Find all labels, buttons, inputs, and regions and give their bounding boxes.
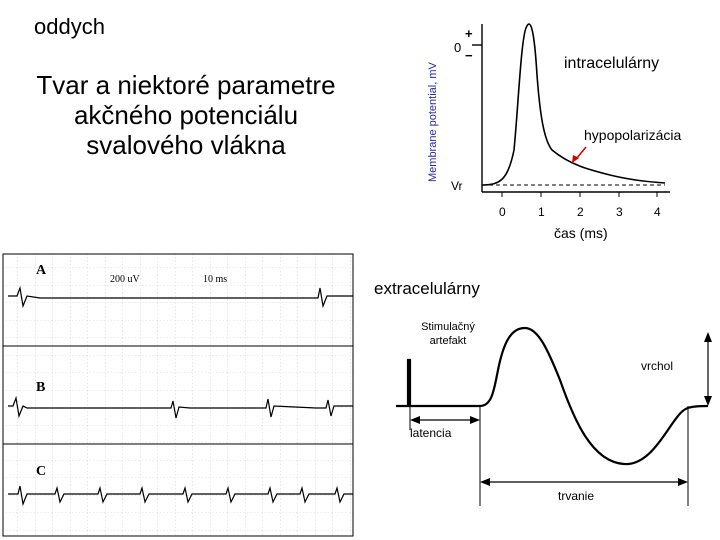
slide-title: Tvar a niektoré parametre akčného potenc… [36, 70, 336, 160]
x-tick-label: 1 [538, 205, 545, 219]
trace-label-b: B [36, 380, 45, 395]
scale-voltage-label: 200 uV [110, 274, 141, 285]
scale-time-label: 10 ms [203, 274, 227, 285]
x-ticks [501, 192, 658, 197]
trace-label-c: C [36, 464, 46, 479]
peak-arrowhead-down [704, 396, 712, 406]
emg-grid [2, 253, 354, 537]
extracellular-waveform [396, 326, 709, 466]
action-potential-curve [481, 23, 666, 186]
x-tick-label: 3 [616, 205, 623, 219]
latency-label: latencia [410, 426, 452, 440]
extracellular-heading: extracelulárny [374, 279, 480, 298]
duration-arrowhead-right [678, 478, 688, 486]
trace-label-a: A [36, 263, 47, 278]
emg-trace-b [8, 395, 353, 419]
corner-label: oddych [34, 14, 105, 39]
y-axis-label: Membrane potential, mV [427, 62, 439, 182]
extracellular-plot: extracelulárny Stimulačný artefakt vrcho… [374, 279, 712, 506]
minus-label: − [465, 48, 473, 63]
peak-label: vrchol [641, 359, 673, 373]
latency-arrowhead-right [470, 416, 480, 424]
peak-arrowhead-up [704, 332, 712, 342]
x-tick-label: 0 [499, 205, 506, 219]
hypopolarization-arrowhead [572, 155, 579, 163]
duration-arrowhead-left [480, 478, 490, 486]
resting-label: Vr [451, 179, 463, 193]
latency-arrowhead-left [410, 416, 420, 424]
intracellular-heading: intracelulárny [564, 55, 659, 72]
plus-label: + [465, 26, 473, 41]
stimulus-label: artefakt [430, 335, 467, 347]
emg-trace-a [8, 285, 353, 309]
hypopolarization-label: hypopolarizácia [584, 127, 681, 143]
stimulus-label: Stimulačný [421, 321, 475, 333]
emg-recording: A 200 uV 10 ms B C [2, 253, 354, 537]
intracellular-plot: Membrane potential, mV 0 + − Vr intracel… [427, 23, 681, 241]
x-tick-label: 4 [654, 205, 661, 219]
x-axis-label: čas (ms) [554, 225, 608, 241]
emg-trace-c [8, 485, 353, 507]
duration-label: trvanie [558, 489, 594, 503]
hypopolarization-arrow [575, 146, 587, 160]
x-tick-label: 2 [577, 205, 584, 219]
y-zero-label: 0 [454, 40, 461, 55]
